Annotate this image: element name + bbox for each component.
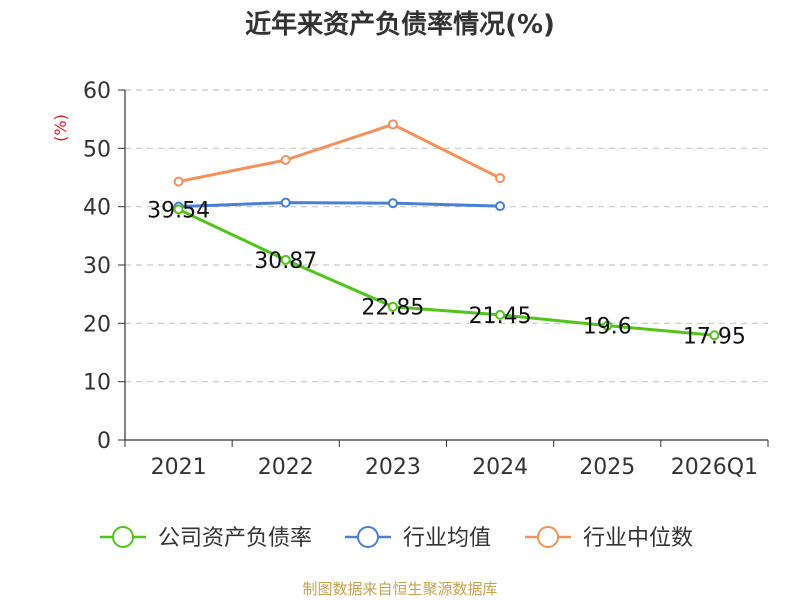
- y-tick-label: 50: [83, 137, 111, 162]
- x-tick-label: 2024: [472, 455, 528, 480]
- y-tick-label: 30: [83, 254, 111, 279]
- series-line: [178, 201, 501, 209]
- data-label: 22.85: [361, 296, 424, 321]
- series-line: [177, 207, 715, 337]
- data-label: 19.6: [583, 315, 632, 340]
- y-axis-label: (%): [51, 114, 70, 142]
- series-line: [178, 122, 501, 184]
- x-tick-label: 2026Q1: [671, 455, 758, 480]
- y-tick-label: 10: [83, 371, 111, 396]
- data-point: [280, 197, 291, 208]
- x-tick-label: 2021: [151, 455, 207, 480]
- data-label: 39.54: [147, 198, 210, 223]
- grid: [125, 89, 768, 383]
- data-label: 30.87: [254, 249, 317, 274]
- y-tick-label: 0: [97, 429, 111, 454]
- y-tick-label: 60: [83, 79, 111, 104]
- legend-label: 行业均值: [403, 526, 491, 551]
- data-point: [280, 254, 291, 265]
- data-point: [280, 155, 291, 165]
- series-group: 39.54 30.87 22.85 21.45 19.6 17.95: [147, 119, 746, 349]
- y-tick-label: 40: [83, 196, 111, 221]
- data-point: [387, 198, 398, 209]
- axes: 0 10 20 30 40 50 60 2021 2022 2023 2024 2025 2026Q1: [83, 79, 769, 480]
- data-point: [709, 330, 720, 341]
- x-tick-label: 2025: [579, 455, 635, 480]
- data-point: [173, 176, 184, 187]
- legend-marker: [112, 526, 134, 548]
- x-tick-label: 2022: [258, 455, 314, 480]
- source-note: 制图数据来自恒生聚源数据库: [302, 580, 497, 598]
- chart-title: 近年来资产负债率情况(%): [245, 9, 555, 40]
- legend: 公司资产负债率 行业均值 行业中位数: [100, 526, 693, 551]
- legend-label: 公司资产负债率: [158, 526, 312, 551]
- data-point: [495, 173, 506, 184]
- data-point: [495, 309, 506, 320]
- data-point: [387, 301, 398, 312]
- data-point: [387, 119, 398, 130]
- data-label: 21.45: [469, 304, 532, 329]
- data-point: [602, 320, 613, 331]
- y-tick-label: 20: [83, 312, 111, 337]
- legend-marker: [537, 526, 559, 548]
- data-point: [173, 204, 184, 215]
- x-tick-label: 2023: [365, 455, 421, 480]
- legend-marker: [357, 526, 379, 548]
- data-label: 17.95: [683, 324, 746, 349]
- data-point: [495, 201, 506, 212]
- legend-label: 行业中位数: [583, 526, 693, 551]
